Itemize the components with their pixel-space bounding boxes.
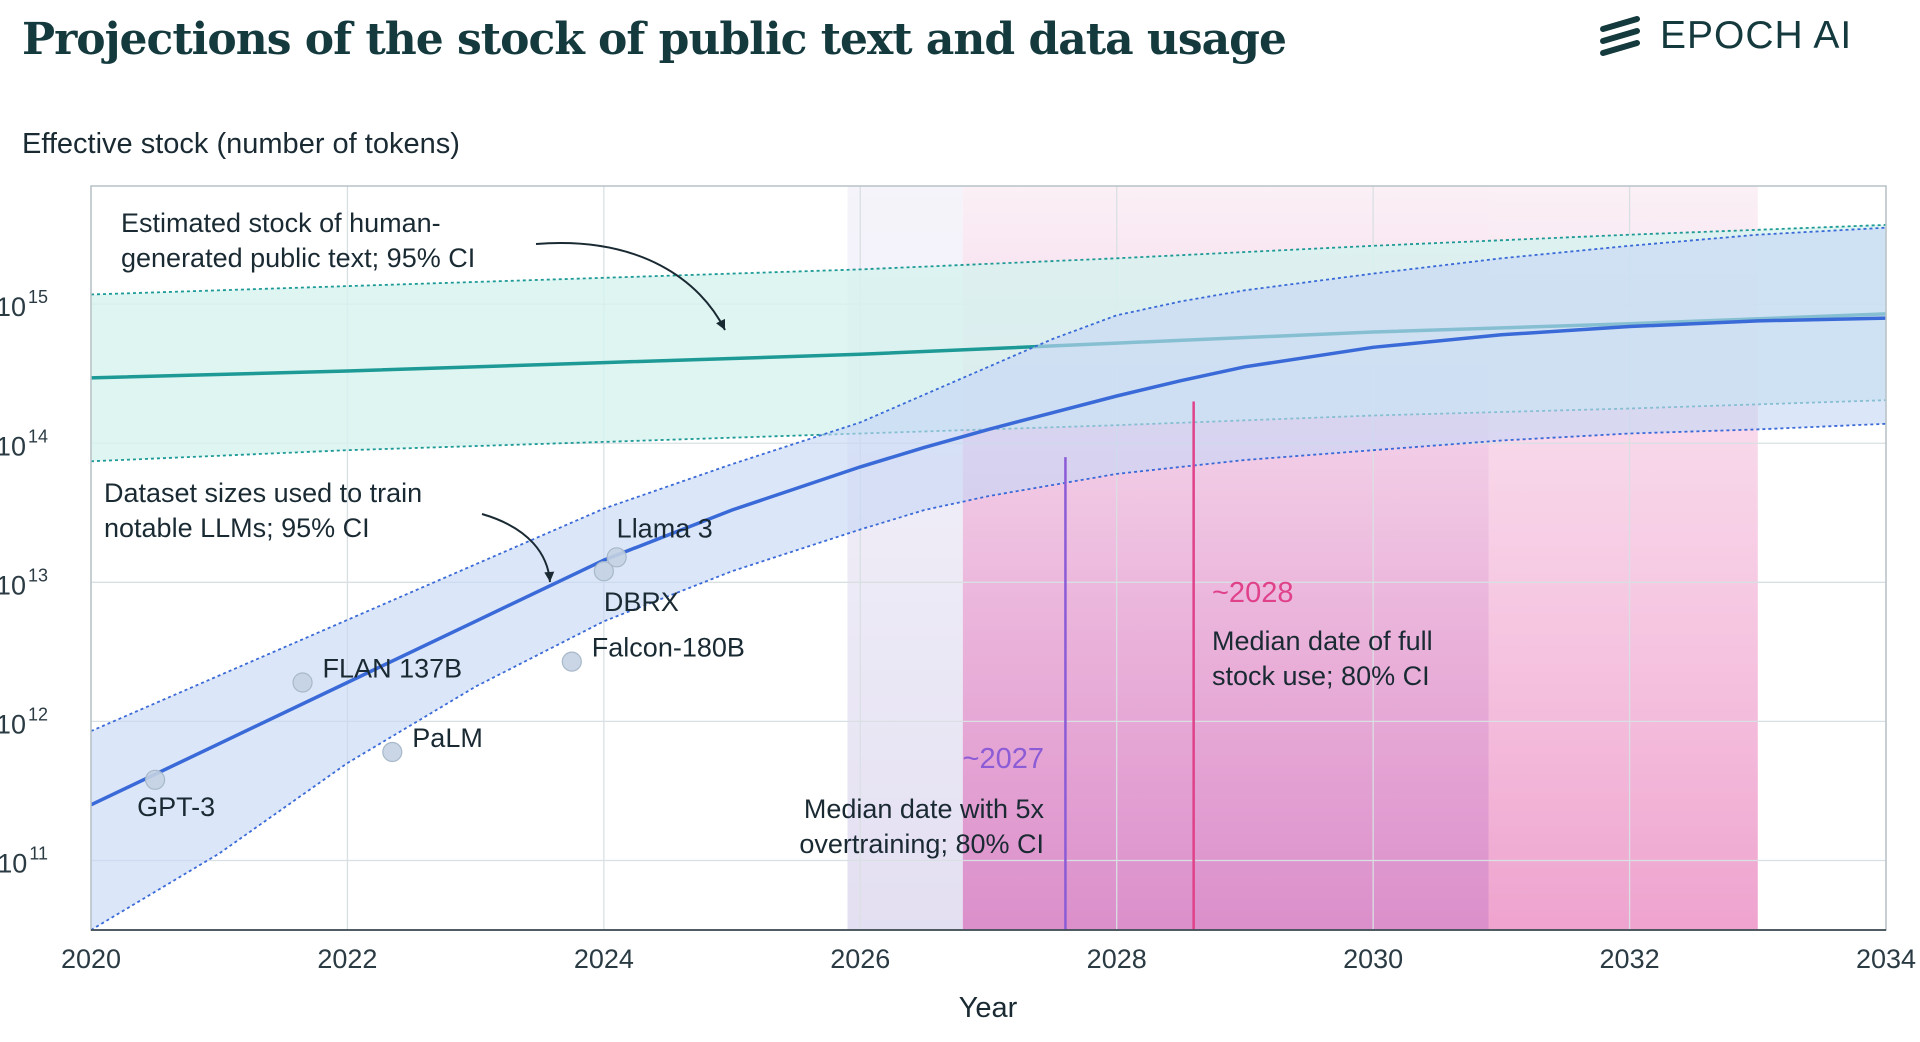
model-label: Llama 3 — [617, 513, 713, 543]
model-point — [593, 561, 614, 582]
model-label: Falcon-180B — [592, 633, 745, 663]
overtraining-text-line: overtraining; 80% CI — [799, 829, 1044, 859]
x-tick-label: 2024 — [574, 944, 634, 974]
x-tick-label: 2034 — [1856, 944, 1916, 974]
stock-annotation-arrow — [535, 242, 726, 331]
usage-ci-upper-line — [90, 226, 1887, 732]
annotations: Estimated stock of human-generated publi… — [104, 208, 1433, 859]
x-tick-label: 2030 — [1343, 944, 1403, 974]
median-lines — [1064, 401, 1195, 930]
model-label: DBRX — [604, 587, 679, 617]
usage-ci-lower-line — [90, 422, 1887, 931]
usage-annotation-arrow — [481, 513, 555, 583]
x-tick-label: 2032 — [1600, 944, 1660, 974]
y-tick-label: 10 14 — [0, 426, 48, 461]
y-tick-label: 10 15 — [0, 287, 48, 322]
y-tick-label: 10 13 — [0, 565, 48, 600]
stock-annotation-line: generated public text; 95% CI — [121, 243, 475, 273]
full-stock-text-line: Median date of full — [1212, 626, 1433, 656]
usage-ci-band — [91, 227, 1886, 930]
chart-title: Projections of the stock of public text … — [22, 14, 1287, 65]
model-label: PaLM — [412, 723, 483, 753]
x-tick-label: 2022 — [317, 944, 377, 974]
x-tick-label: 2028 — [1087, 944, 1147, 974]
overtraining-text-line: Median date with 5x — [804, 794, 1045, 824]
y-axis-label: Effective stock (number of tokens) — [22, 128, 460, 160]
brand-name: EPOCH AI — [1660, 14, 1853, 57]
model-point — [382, 741, 403, 763]
x-axis-label: Year — [958, 992, 1018, 1024]
model-label: GPT-3 — [137, 792, 215, 822]
model-points: GPT-3 FLAN 137B PaLM Falcon-180B DBRX Llama 3 — [137, 513, 745, 822]
overtraining-median-label: ~2027 — [963, 743, 1044, 775]
epoch-logo-icon — [1600, 16, 1640, 56]
model-point — [606, 547, 627, 568]
usage-annotation-line: Dataset sizes used to train — [104, 478, 422, 508]
model-label: FLAN 137B — [323, 653, 463, 683]
brand-logo[interactable]: EPOCH AI — [1598, 14, 1852, 58]
model-point — [292, 672, 313, 693]
model-point — [145, 769, 166, 790]
x-tick-label: 2026 — [830, 944, 890, 974]
stock-annotation-line: Estimated stock of human- — [121, 208, 441, 238]
model-point — [561, 651, 582, 672]
usage-median-line — [90, 316, 1887, 807]
usage-annotation-line: notable LLMs; 95% CI — [104, 513, 370, 543]
usage-series — [90, 226, 1887, 931]
full-stock-median-label: ~2028 — [1212, 577, 1293, 609]
y-tick-label: 10 11 — [0, 843, 48, 878]
x-tick-label: 2020 — [61, 944, 121, 974]
full-stock-text-line: stock use; 80% CI — [1212, 661, 1430, 691]
y-tick-label: 10 12 — [0, 704, 48, 739]
